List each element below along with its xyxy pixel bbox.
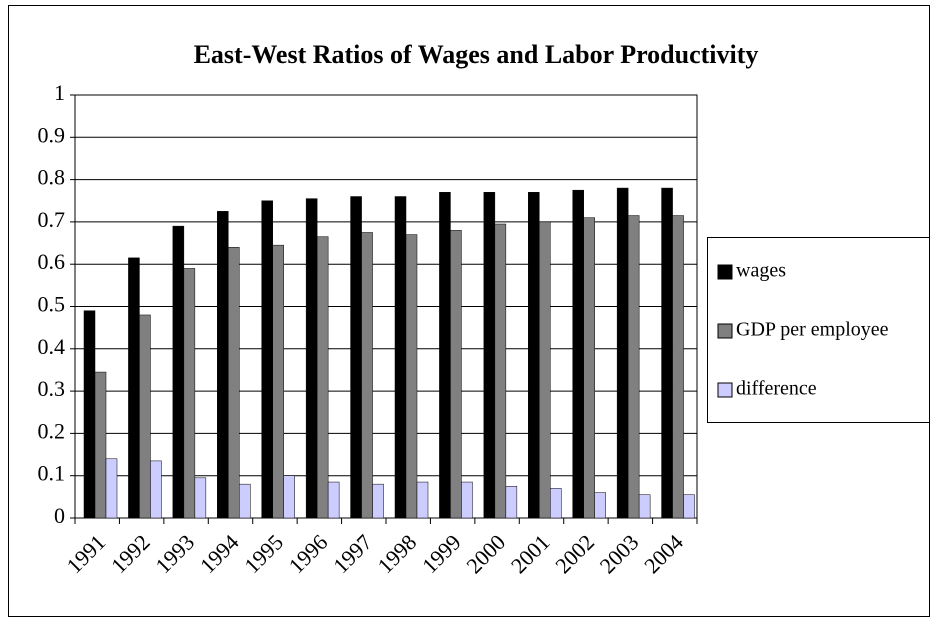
bar <box>572 189 584 519</box>
bar <box>228 247 240 519</box>
chart-title: East-West Ratios of Wages and Labor Prod… <box>194 40 759 69</box>
bar <box>627 215 640 519</box>
bar <box>183 268 196 519</box>
legend-swatch <box>717 264 733 280</box>
y-tick-label: 0.5 <box>38 292 66 317</box>
bar <box>394 196 407 519</box>
bar <box>539 221 551 519</box>
bar <box>305 198 318 519</box>
y-tick-label: 1 <box>54 80 65 105</box>
bar <box>550 488 562 519</box>
bar <box>372 483 384 519</box>
bar <box>194 477 207 519</box>
bar <box>350 196 362 519</box>
bar <box>316 236 329 519</box>
y-tick-label: 0.2 <box>38 418 66 443</box>
bar <box>461 481 473 519</box>
bar <box>483 192 496 519</box>
bar <box>416 481 429 519</box>
y-tick-label: 0.1 <box>38 461 66 486</box>
bar <box>361 232 373 519</box>
bar <box>405 234 418 519</box>
bar <box>272 244 284 519</box>
bar <box>327 481 340 519</box>
bar <box>439 192 451 519</box>
bar <box>528 192 540 519</box>
bar <box>283 475 295 519</box>
bar <box>83 310 96 519</box>
legend-box <box>707 237 930 423</box>
bar <box>638 494 651 519</box>
bar <box>139 314 151 519</box>
y-tick-label: 0.6 <box>38 249 66 274</box>
legend-label: GDP per employee <box>736 319 889 341</box>
bar <box>261 200 273 519</box>
y-tick-label: 0.4 <box>38 334 66 359</box>
bar <box>172 225 185 519</box>
legend-swatch <box>717 323 733 339</box>
bar <box>105 458 118 519</box>
legend-label: difference <box>736 378 817 400</box>
y-tick-label: 0.9 <box>38 122 66 147</box>
bar <box>450 230 462 519</box>
bar <box>672 215 684 519</box>
bar <box>583 217 595 519</box>
bar <box>505 486 518 519</box>
bar <box>128 257 140 519</box>
bar <box>239 483 251 519</box>
bar <box>94 371 107 519</box>
bar <box>594 492 606 519</box>
y-tick-label: 0 <box>54 503 65 528</box>
legend-swatch <box>717 382 733 398</box>
bar <box>616 187 629 519</box>
y-tick-label: 0.8 <box>38 165 66 190</box>
y-tick-label: 0.7 <box>38 207 66 232</box>
bar <box>494 223 507 519</box>
bar <box>217 211 229 519</box>
bar <box>661 187 673 519</box>
bar <box>150 460 162 519</box>
y-tick-label: 0.3 <box>38 376 66 401</box>
legend-label: wages <box>736 260 786 282</box>
bar <box>683 494 695 519</box>
